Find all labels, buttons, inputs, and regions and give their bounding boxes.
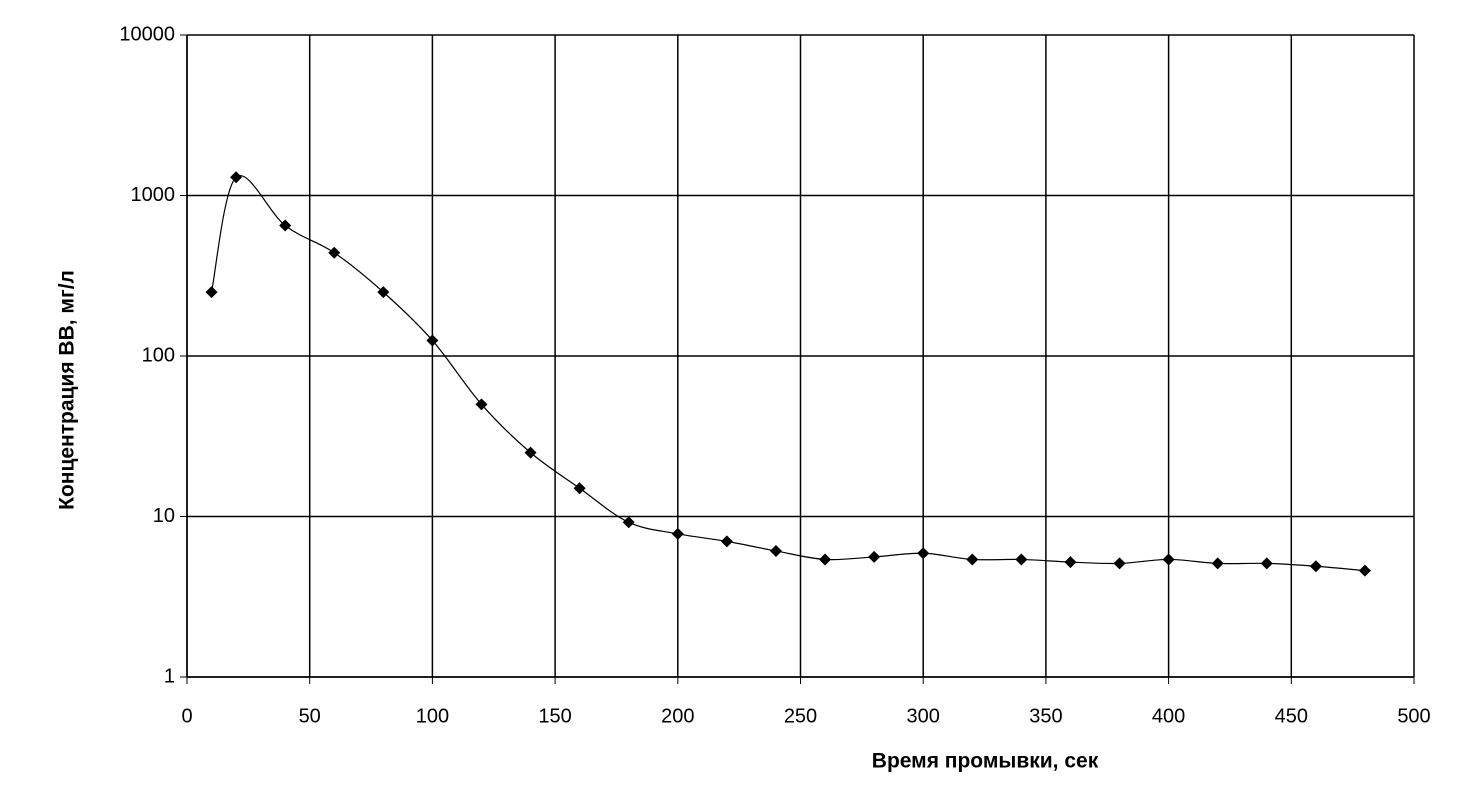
marker [573, 482, 586, 495]
x-tick-label: 300 [907, 705, 940, 727]
marker [966, 553, 979, 566]
marker [622, 516, 635, 529]
marker [868, 550, 881, 563]
marker [426, 334, 439, 347]
marker [1358, 564, 1371, 577]
marker [1211, 557, 1224, 570]
marker [230, 171, 243, 184]
marker [524, 446, 537, 459]
x-tick-label: 450 [1275, 705, 1308, 727]
marker [377, 286, 390, 299]
marker [328, 246, 341, 259]
marker [1064, 556, 1077, 569]
x-tick-label: 250 [784, 705, 817, 727]
marker [205, 286, 218, 299]
marker [819, 553, 832, 566]
marker [1260, 557, 1273, 570]
x-tick-label: 50 [299, 705, 321, 727]
y-tick-label: 100 [142, 344, 175, 366]
marker [1162, 553, 1175, 566]
marker [917, 547, 930, 560]
x-tick-label: 400 [1152, 705, 1185, 727]
x-axis-title: Время промывки, сек [872, 750, 1099, 773]
y-tick-label: 1000 [131, 184, 176, 206]
marker [1309, 560, 1322, 573]
x-tick-label: 500 [1397, 705, 1430, 727]
marker [279, 219, 292, 232]
x-tick-label: 350 [1029, 705, 1062, 727]
marker [671, 527, 684, 540]
x-tick-label: 150 [538, 705, 571, 727]
marker [769, 544, 782, 557]
marker [475, 398, 488, 411]
x-tick-label: 0 [181, 705, 192, 727]
x-tick-label: 200 [661, 705, 694, 727]
y-tick-label: 10000 [119, 23, 175, 45]
y-tick-label: 1 [164, 665, 175, 687]
y-tick-label: 10 [153, 505, 175, 527]
y-axis-title: Концентрация ВВ, мг/л [56, 270, 79, 510]
x-tick-label: 100 [416, 705, 449, 727]
marker [1015, 553, 1028, 566]
marker [1113, 557, 1126, 570]
marker [720, 535, 733, 548]
